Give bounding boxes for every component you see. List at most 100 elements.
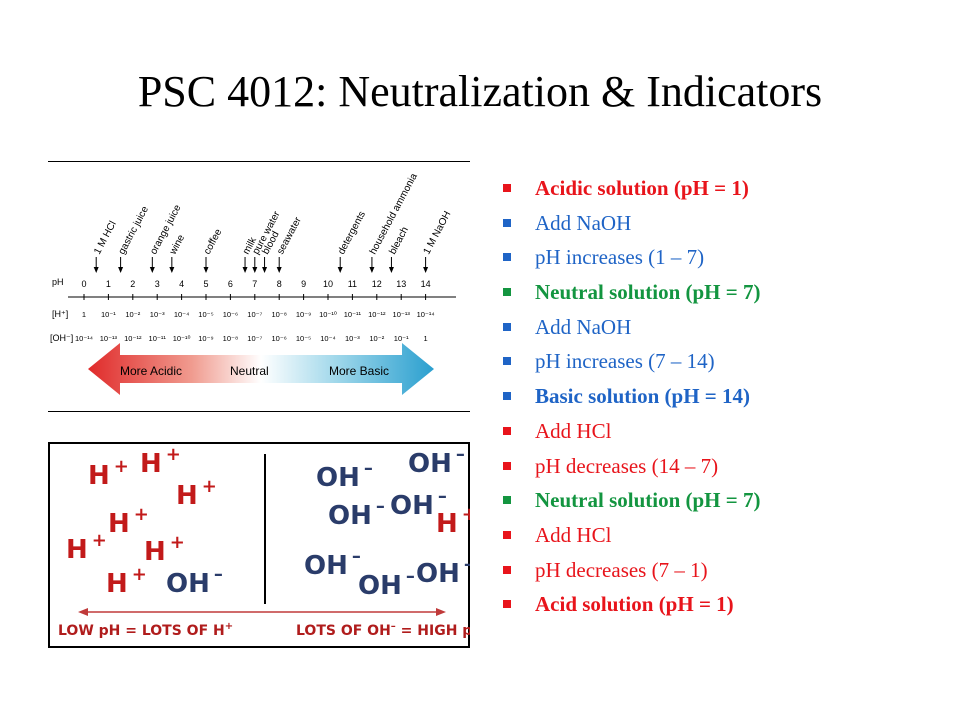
oh-ion-label: OH– bbox=[408, 444, 465, 479]
ph-tick-label: 0 bbox=[81, 279, 86, 289]
square-bullet-icon bbox=[503, 357, 511, 366]
oh-concentration-label: 10⁻¹⁰ bbox=[173, 334, 191, 343]
bullet-text: Neutral solution (pH = 7) bbox=[535, 280, 761, 305]
h-concentration-label: 10⁻⁶ bbox=[223, 310, 238, 319]
oh-concentration-label: 10⁻¹⁴ bbox=[75, 334, 93, 343]
bullet-item: Basic solution (pH = 14) bbox=[500, 381, 940, 416]
ph-scale-figure: 1 M HCl gastric juice orange juice wine coff… bbox=[48, 161, 470, 412]
oh-ion-label: OH– bbox=[328, 496, 385, 531]
square-bullet-icon bbox=[503, 461, 511, 470]
h-ion-label: H + bbox=[140, 444, 181, 479]
ph-tick-label: 13 bbox=[396, 279, 406, 289]
bullet-item: Neutral solution (pH = 7) bbox=[500, 485, 940, 520]
oh-concentration-label: 10⁻¹³ bbox=[100, 334, 118, 343]
substance-arrowhead bbox=[262, 267, 268, 273]
h-concentration-label: 10⁻² bbox=[125, 310, 140, 319]
bullet-list: Acidic solution (pH = 1) Add NaOH pH incre… bbox=[500, 173, 940, 624]
substance-label: 1 M HCl bbox=[92, 219, 119, 256]
caption-arrow-left bbox=[78, 608, 88, 616]
h-ion-label: H + bbox=[108, 504, 149, 539]
bullet-text: Add HCl bbox=[535, 522, 612, 547]
bullet-item: Add HCl bbox=[500, 520, 940, 555]
ph-tick-label: 12 bbox=[372, 279, 382, 289]
h-concentration-label: 10⁻¹³ bbox=[393, 310, 411, 319]
ph-tick-label: 1 bbox=[106, 279, 111, 289]
bullet-text: Add NaOH bbox=[535, 210, 632, 235]
substance-arrowhead bbox=[118, 267, 124, 273]
square-bullet-icon bbox=[503, 322, 511, 331]
ph-tick-label: 3 bbox=[155, 279, 160, 289]
bullet-item: pH decreases (7 – 1) bbox=[500, 555, 940, 590]
bullet-text: pH increases (1 – 7) bbox=[535, 245, 705, 270]
h-ion-label: H + bbox=[176, 476, 217, 511]
oh-concentration-label: 10⁻¹ bbox=[394, 334, 409, 343]
substance-arrowhead bbox=[169, 267, 175, 273]
oh-ion-label: OH– bbox=[166, 564, 223, 599]
bullet-item: Add NaOH bbox=[500, 208, 940, 243]
h-concentration-label: 10⁻⁹ bbox=[296, 310, 312, 319]
substance-arrowhead bbox=[337, 267, 343, 273]
slide-title: PSC 4012: Neutralization & Indicators bbox=[137, 67, 823, 116]
acid-base-arrow bbox=[88, 343, 434, 395]
oh-concentration-label: 10⁻⁴ bbox=[320, 334, 336, 343]
oh-concentration-label: 10⁻² bbox=[369, 334, 384, 343]
h-concentration-label: 10⁻¹² bbox=[368, 310, 386, 319]
oh-concentration-label: 10⁻³ bbox=[345, 334, 360, 343]
oh-concentration-label: 10⁻⁷ bbox=[247, 334, 262, 343]
h-concentration-label: 1 bbox=[82, 310, 86, 319]
oh-concentration-label: 1 bbox=[424, 334, 428, 343]
square-bullet-icon bbox=[503, 565, 511, 574]
h-concentration-label: 10⁻¹ bbox=[101, 310, 116, 319]
bullet-text: Acid solution (pH = 1) bbox=[535, 592, 734, 617]
ph-tick-label: 11 bbox=[348, 279, 357, 289]
h-ion-label: H + bbox=[436, 504, 470, 539]
caption-high-ph: LOTS OF OH– = HIGH pH bbox=[296, 621, 470, 639]
ph-tick-label: 5 bbox=[203, 279, 208, 289]
oh-concentration-label: 10⁻⁵ bbox=[296, 334, 311, 343]
bullet-text: pH decreases (14 – 7) bbox=[535, 453, 719, 478]
ph-tick-label: 9 bbox=[301, 279, 306, 289]
oh-ion-label: OH– bbox=[316, 458, 373, 493]
bullet-item: Add HCl bbox=[500, 416, 940, 451]
oh-concentration-label: 10⁻¹¹ bbox=[149, 334, 167, 343]
bullet-text: Neutral solution (pH = 7) bbox=[535, 488, 761, 513]
bullet-text: Add NaOH bbox=[535, 314, 632, 339]
oh-ion-label: OH– bbox=[416, 554, 470, 589]
square-bullet-icon bbox=[503, 496, 511, 505]
ions-figure: H+H+H+H+H+H+H+OH–OH–OH–OH–OH–H+OH–OH–OH–… bbox=[48, 442, 470, 648]
oh-row-label: [OH⁻] bbox=[50, 333, 73, 343]
h-concentration-label: 10⁻⁸ bbox=[271, 310, 286, 319]
neutral-label: Neutral bbox=[230, 364, 269, 378]
substance-label: wine bbox=[167, 233, 187, 258]
bullet-text: Add HCl bbox=[535, 418, 612, 443]
bullet-item: pH increases (1 – 7) bbox=[500, 242, 940, 277]
bullet-item: Acidic solution (pH = 1) bbox=[500, 173, 940, 208]
substance-arrowhead bbox=[252, 267, 258, 273]
ph-tick-label: 10 bbox=[323, 279, 333, 289]
ph-row-label: pH bbox=[52, 277, 64, 287]
oh-concentration-label: 10⁻⁸ bbox=[223, 334, 238, 343]
h-concentration-label: 10⁻¹⁴ bbox=[417, 310, 435, 319]
ph-tick-label: 8 bbox=[277, 279, 282, 289]
bullet-text: pH decreases (7 – 1) bbox=[535, 557, 708, 582]
bullet-text: pH increases (7 – 14) bbox=[535, 349, 715, 374]
more-basic-label: More Basic bbox=[329, 364, 389, 378]
oh-concentration-label: 10⁻⁶ bbox=[272, 334, 287, 343]
h-concentration-label: 10⁻⁷ bbox=[247, 310, 262, 319]
caption-arrow-right bbox=[436, 608, 446, 616]
ph-tick-label: 2 bbox=[130, 279, 135, 289]
substance-label: coffee bbox=[202, 227, 225, 256]
oh-ion-label: OH– bbox=[304, 546, 361, 581]
bullet-text: Acidic solution (pH = 1) bbox=[535, 176, 749, 200]
h-concentration-label: 10⁻¹⁰ bbox=[319, 310, 337, 319]
bullet-item: pH decreases (14 – 7) bbox=[500, 451, 940, 486]
substance-arrowhead bbox=[149, 267, 155, 273]
ph-tick-label: 6 bbox=[228, 279, 233, 289]
square-bullet-icon bbox=[503, 218, 511, 227]
substance-arrowhead bbox=[93, 267, 99, 273]
h-row-label: [H⁺] bbox=[52, 309, 68, 319]
caption-low-ph: LOW pH = LOTS OF H+ bbox=[58, 621, 233, 639]
oh-ion-label: OH– bbox=[390, 486, 447, 521]
